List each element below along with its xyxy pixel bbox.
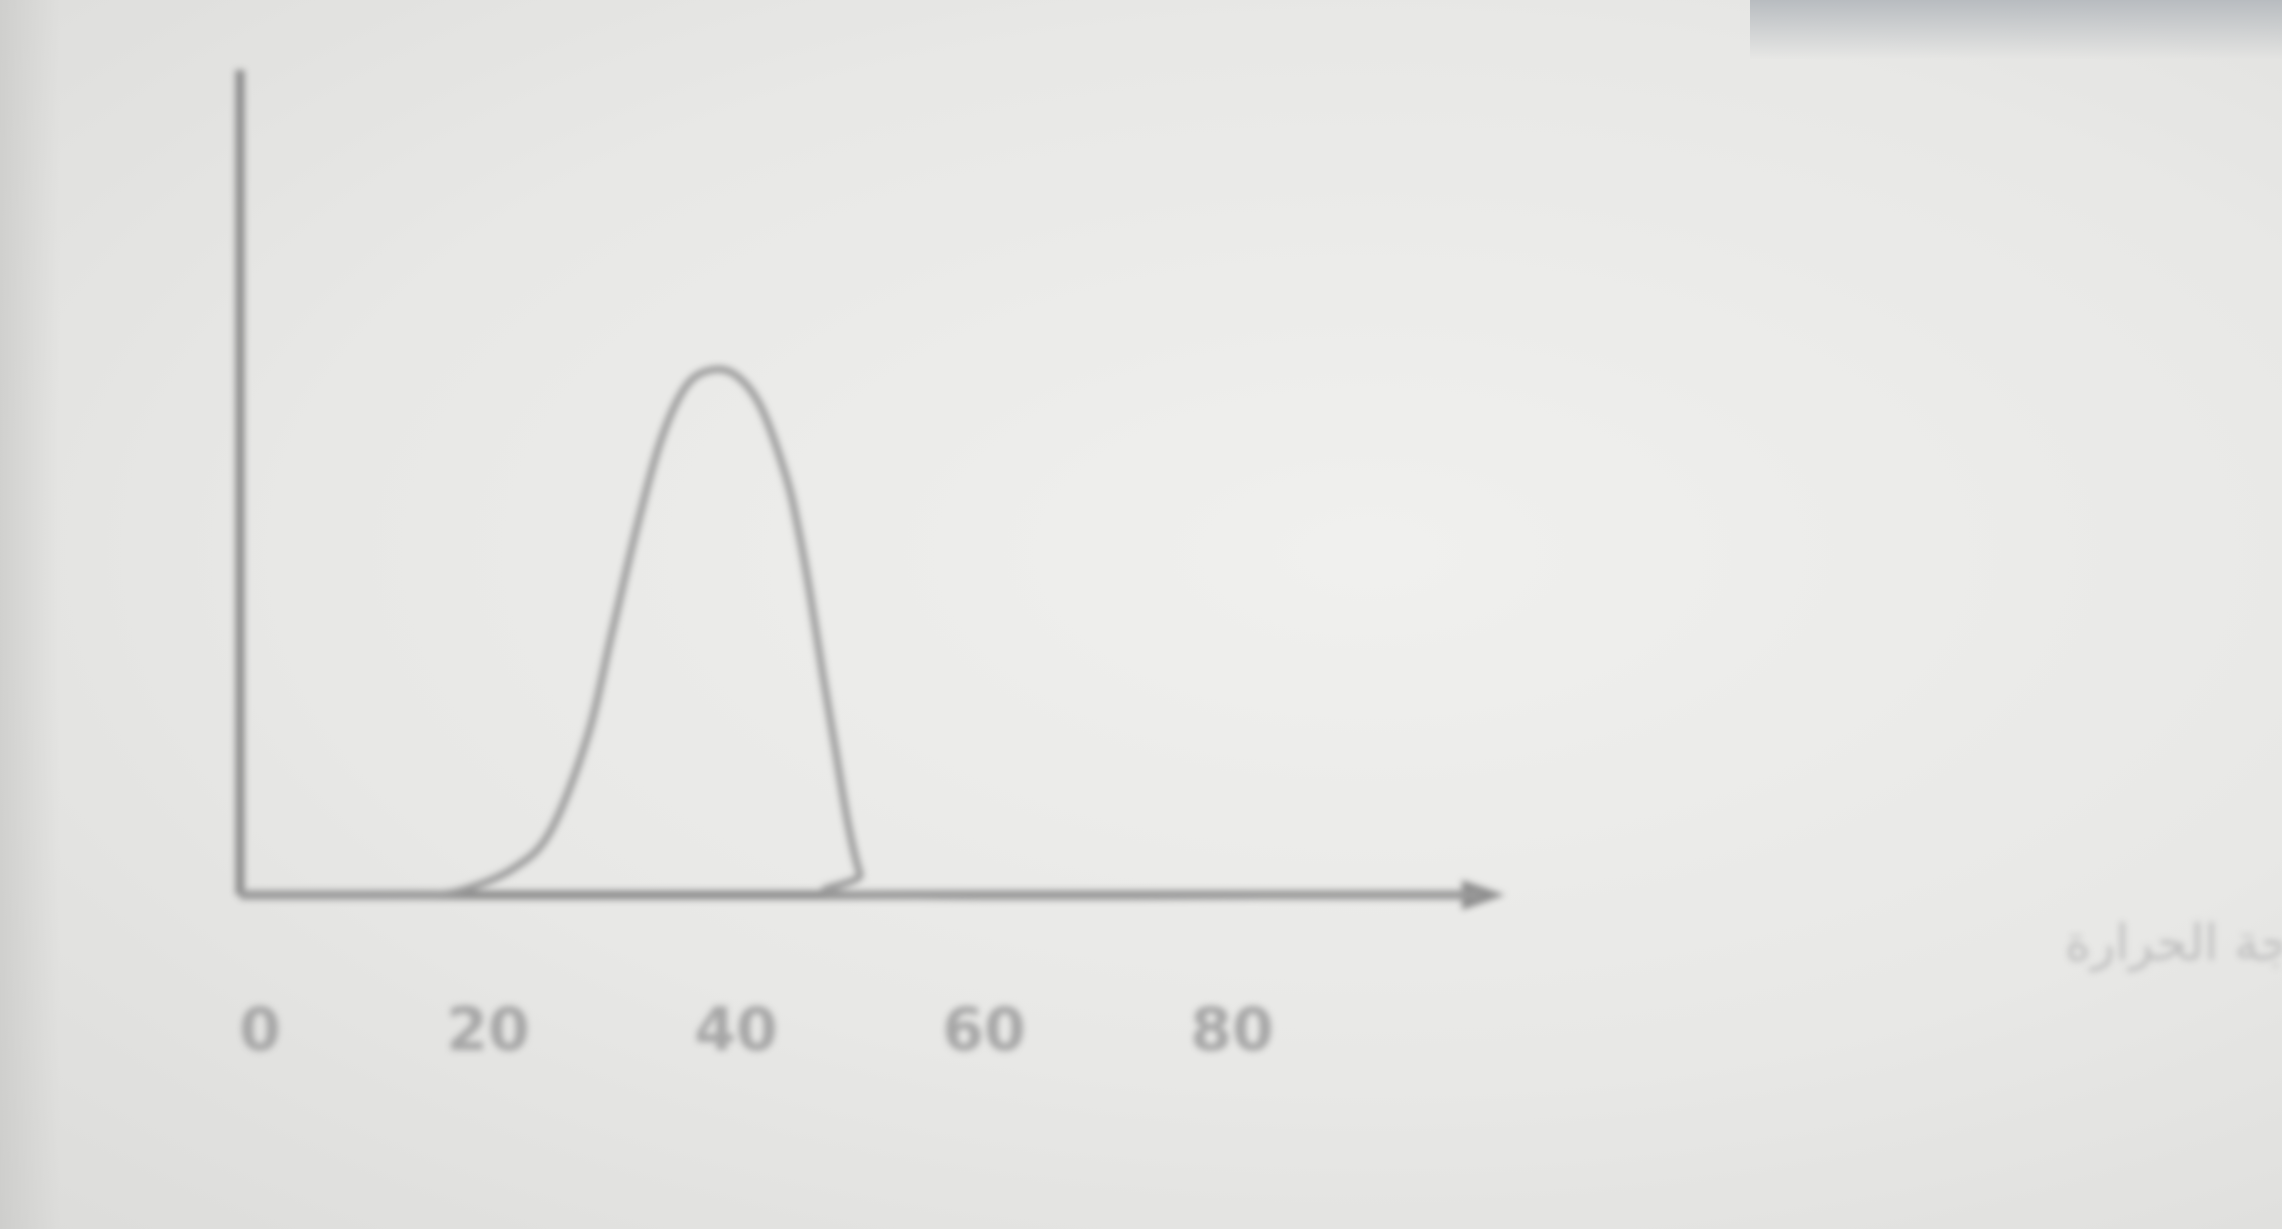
x-tick-label: 80 (1190, 995, 1274, 1065)
axes (235, 70, 1505, 910)
x-tick-label: 0 (239, 995, 281, 1065)
x-tick-label: 40 (694, 995, 778, 1065)
x-axis-label: درجة الحرارة (2065, 914, 2282, 972)
x-tick-label: 60 (942, 995, 1026, 1065)
series-group (240, 365, 1481, 901)
x-axis-arrowhead (1462, 880, 1505, 910)
x-tick-label: 20 (446, 995, 530, 1065)
left-edge-shadow (0, 0, 60, 1229)
x-tick-labels: 0 20 40 60 80 (239, 995, 1274, 1065)
top-edge-shadow (1750, 0, 2282, 60)
series-line-0 (240, 365, 1481, 901)
